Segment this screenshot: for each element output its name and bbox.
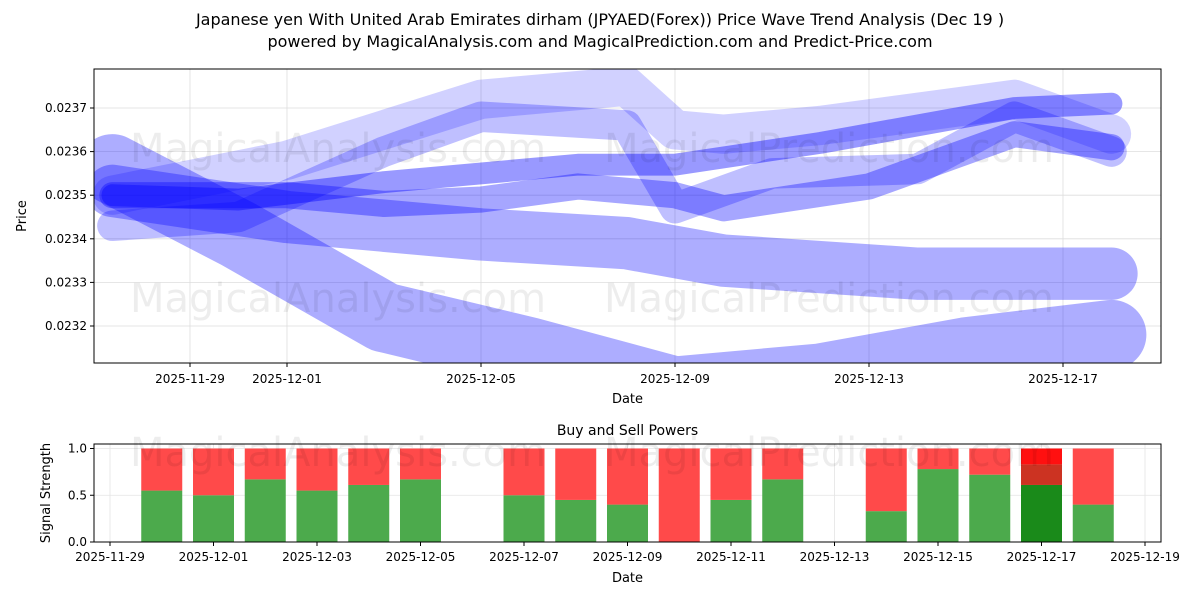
x-tick-label: 2025-12-11 — [696, 550, 766, 564]
y-tick-label: 0.0232 — [45, 319, 87, 333]
buy-bar — [762, 479, 804, 542]
x-tick-label: 2025-12-13 — [834, 372, 904, 386]
buy-sell-chart: 2025-11-29 2025-12-01 2025-12-03 2025-12-05… — [39, 423, 1180, 586]
sell-bar — [193, 448, 234, 496]
watermark: MagicalPrediction.com — [604, 126, 1054, 172]
buy-bar — [555, 499, 597, 542]
buy-bar — [400, 479, 441, 542]
sell-bar — [1072, 448, 1114, 505]
y-tick-label: 0.0233 — [45, 275, 87, 289]
buy-bar — [244, 479, 286, 542]
buy-bar — [348, 484, 390, 542]
x-tick-label: 2025-12-09 — [640, 372, 710, 386]
sell-bar — [348, 448, 390, 485]
sell-bar — [917, 448, 959, 470]
sell-bar — [400, 448, 441, 480]
plot-frame — [93, 68, 1162, 364]
buy-bar — [865, 511, 907, 542]
y-tick-label: 0.0 — [68, 535, 87, 549]
wave-band-wave-upper — [97, 101, 1127, 241]
x-tick-label: 2025-12-01 — [179, 550, 249, 564]
x-tick-label: 2025-12-19 — [1110, 550, 1180, 564]
sell-bar — [1021, 448, 1062, 465]
buy-bar — [607, 504, 648, 542]
buy-bar — [710, 499, 752, 542]
watermark: MagicalPrediction.com — [604, 430, 1054, 476]
y-tick-label: 0.0236 — [45, 145, 87, 159]
x-tick-label: 2025-12-17 — [1028, 372, 1098, 386]
buy-bar — [296, 490, 338, 542]
sell-bar — [969, 448, 1011, 475]
sell-bar — [141, 448, 183, 491]
buy-bar — [503, 495, 545, 542]
y-tick-label: 1.0 — [68, 442, 87, 456]
y-axis-label: Price — [15, 200, 30, 232]
buy-bar — [193, 495, 234, 542]
x-tick-label: 2025-12-05 — [386, 550, 456, 564]
x-axis-label: Date — [612, 392, 643, 407]
sell-bar — [555, 448, 597, 500]
x-tick-label: 2025-12-15 — [903, 550, 973, 564]
x-tick-label: 2025-12-01 — [252, 372, 322, 386]
plot-frame — [93, 443, 1162, 543]
watermark: MagicalAnalysis.com — [130, 430, 546, 476]
subchart-title: Buy and Sell Powers — [557, 423, 698, 439]
wave-band-wave-upper-light — [94, 69, 1132, 215]
x-tick-label: 2025-12-05 — [446, 372, 516, 386]
watermark: MagicalAnalysis.com — [130, 126, 546, 172]
watermark: MagicalAnalysis.com — [130, 276, 546, 322]
x-tick-label: 2025-12-13 — [800, 550, 870, 564]
sell-bar — [296, 448, 338, 491]
x-tick-label: 2025-12-09 — [593, 550, 663, 564]
buy-bar — [1072, 504, 1114, 542]
x-tick-label: 2025-12-03 — [282, 550, 352, 564]
wave-band-wave-middle — [94, 164, 1138, 300]
sell-bar — [710, 448, 752, 500]
sell-bar — [244, 448, 286, 480]
y-tick-label: 0.5 — [68, 488, 87, 502]
waves — [94, 69, 1147, 363]
x-tick-label: 2025-11-29 — [155, 372, 225, 386]
sell-bar — [762, 448, 804, 480]
y-axis-label: Signal Strength — [39, 443, 54, 543]
sell-bar — [865, 448, 907, 512]
y-tick-label: 0.0237 — [45, 101, 87, 115]
wave-band-wave-early — [99, 121, 1125, 222]
buy-bar — [1021, 484, 1062, 542]
y-tick-label: 0.0234 — [45, 232, 87, 246]
wave-band-wave-rising — [101, 92, 1123, 211]
sell-bar — [503, 448, 545, 496]
sell-bar — [607, 448, 648, 505]
x-axis-label: Date — [612, 571, 643, 586]
y-tick-label: 0.0235 — [45, 188, 87, 202]
x-tick-label: 2025-12-17 — [1007, 550, 1077, 564]
x-tick-label: 2025-12-07 — [489, 550, 559, 564]
sell-bar-mid — [1021, 464, 1062, 485]
buy-bar — [141, 490, 183, 542]
price-wave-chart: 2025-11-29 2025-12-01 2025-12-05 2025-12-09… — [15, 68, 1162, 407]
buy-bar — [917, 469, 959, 542]
sell-bar — [658, 448, 700, 542]
chart-subtitle: powered by MagicalAnalysis.com and Magic… — [267, 32, 933, 51]
watermark: MagicalPrediction.com — [604, 276, 1054, 322]
chart-title: Japanese yen With United Arab Emirates d… — [195, 10, 1005, 29]
x-tick-label: 2025-11-29 — [75, 550, 145, 564]
wave-band-wave-lower — [94, 134, 1147, 363]
buy-bar — [969, 474, 1011, 542]
